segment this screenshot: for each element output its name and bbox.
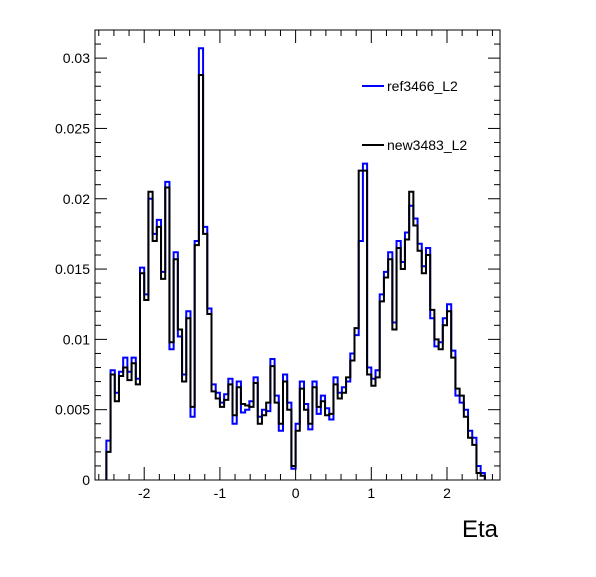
y-tick-label: 0.03 [63,50,90,66]
series-layer [105,47,486,480]
x-tick-label: -2 [138,485,151,501]
x-axis-title: Eta [462,516,499,543]
y-tick-label: 0.015 [55,261,90,277]
x-tick-label: -1 [214,485,227,501]
y-tick-label: 0.02 [63,191,90,207]
y-tick-label: 0 [82,472,90,488]
axis-layer: 0 0.005 0.01 0.015 0.02 0.025 0.03 -2 -1 0 1 2 [55,29,500,501]
x-tick-label: 1 [367,485,375,501]
y-tick-label: 0.01 [63,331,90,347]
legend-label-ref3466-l2: ref3466_L2 [387,78,458,94]
x-tick-label: 2 [443,485,451,501]
x-tick-label: 0 [292,485,300,501]
series-line-new3483-l2 [105,74,486,480]
legend: ref3466_L2 new3483_L2 [362,78,467,153]
legend-label-new3483-l2: new3483_L2 [387,137,467,153]
y-tick-label: 0.025 [55,120,90,136]
y-tick-label: 0.005 [55,402,90,418]
